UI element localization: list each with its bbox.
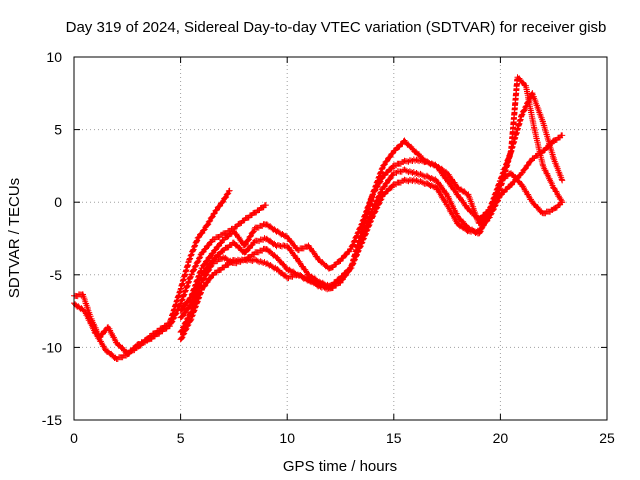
y-tick-label: 0 bbox=[54, 194, 62, 210]
x-tick-label: 15 bbox=[386, 430, 402, 446]
chart-title: Day 319 of 2024, Sidereal Day-to-day VTE… bbox=[66, 19, 607, 36]
series-track-6 bbox=[177, 132, 566, 343]
series-track-4 bbox=[177, 74, 566, 321]
data-marks bbox=[71, 74, 566, 362]
axis-ticks: 0 5 10 15 20 25 -15 -10 -5 0 5 10 bbox=[42, 49, 615, 446]
y-tick-label: -15 bbox=[42, 412, 62, 428]
y-tick-label: -5 bbox=[50, 267, 63, 283]
data-point-markers bbox=[177, 132, 566, 343]
x-tick-label: 20 bbox=[493, 430, 509, 446]
x-tick-label: 5 bbox=[177, 430, 185, 446]
y-tick-label: 10 bbox=[46, 49, 62, 65]
series-track-2 bbox=[71, 202, 269, 362]
y-tick-label: -10 bbox=[42, 339, 62, 355]
x-tick-label: 0 bbox=[70, 430, 78, 446]
x-tick-label: 10 bbox=[279, 430, 295, 446]
x-axis-label: GPS time / hours bbox=[283, 458, 397, 475]
grid bbox=[74, 57, 607, 420]
data-point-markers bbox=[71, 202, 269, 362]
x-tick-label: 25 bbox=[599, 430, 615, 446]
y-tick-label: 5 bbox=[54, 122, 62, 138]
data-point-markers bbox=[177, 74, 566, 321]
plot-frame bbox=[73, 56, 608, 421]
y-axis-label: SDTVAR / TECUs bbox=[6, 178, 23, 298]
